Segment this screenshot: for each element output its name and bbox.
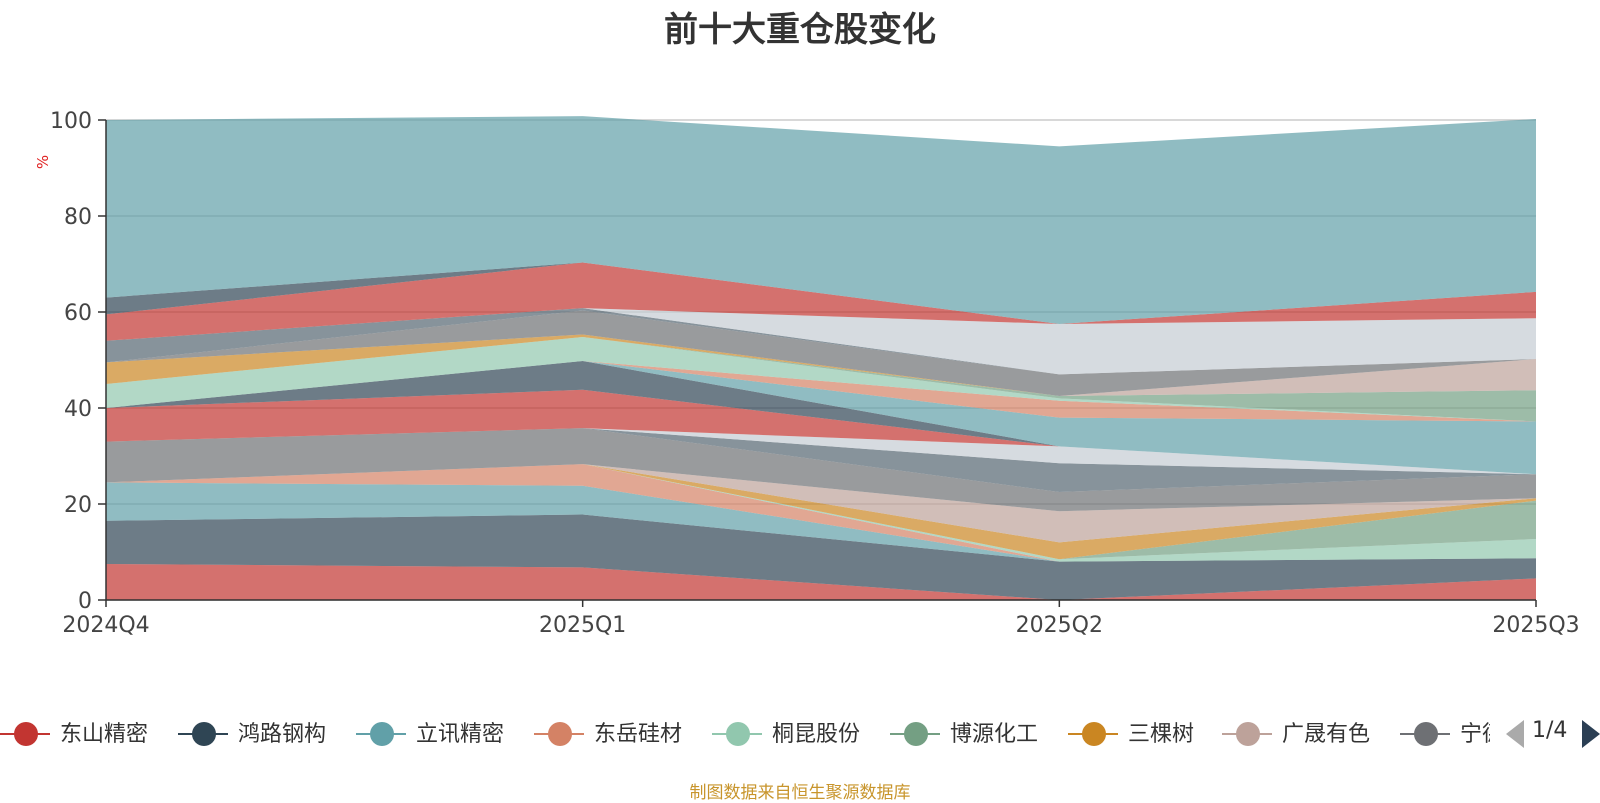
area-series-中国巨石[interactable] <box>106 310 1536 396</box>
y-tick-label: 80 <box>64 205 92 230</box>
legend-label: 宁德时代 <box>1460 722 1490 747</box>
area-series-华鲁恒升[interactable] <box>106 336 1536 422</box>
x-tick-label: 2025Q1 <box>539 613 626 638</box>
x-tick-label: 2025Q3 <box>1492 613 1579 638</box>
legend: 东山精密 鸿路钢构 立讯精密 东岳硅材 桐昆股份 博源化工 三棵树 广晟有色 宁德时代 <box>0 712 1490 752</box>
y-axis-unit-label: % <box>34 155 52 169</box>
legend-prev-page-icon[interactable] <box>1506 720 1524 748</box>
legend-label: 广晟有色 <box>1282 722 1371 747</box>
area-series-洛阳钼业[interactable] <box>106 428 1536 492</box>
area-series-工业富联[interactable] <box>106 360 1536 475</box>
area-series-宁德时代[interactable] <box>106 428 1536 512</box>
axis-layer: 0 20 40 60 80 100 2024Q4 2025Q1 2025Q2 2025Q3 <box>50 109 1580 638</box>
legend-dot-icon <box>1082 722 1106 746</box>
legend-pager: 1/4 <box>1500 716 1600 752</box>
area-series-三棵树[interactable] <box>106 464 1536 560</box>
x-tick-label: 2025Q2 <box>1016 613 1103 638</box>
area-series-东山精密[interactable] <box>106 564 1536 600</box>
legend-label: 东岳硅材 <box>594 722 683 747</box>
legend-dot-icon <box>726 722 750 746</box>
y-tick-label: 0 <box>78 589 92 614</box>
area-series-盐湖股份[interactable] <box>106 334 1536 396</box>
area-series-紫金矿业[interactable] <box>106 389 1536 475</box>
area-series-桐昆股份[interactable] <box>106 464 1536 562</box>
chart-title: 前十大重仓股变化 <box>664 10 936 50</box>
legend-label: 东山精密 <box>60 722 149 747</box>
legend-dot-icon <box>192 722 216 746</box>
area-series-北方华创[interactable] <box>106 308 1536 375</box>
legend-dot-icon <box>14 722 38 746</box>
legend-next-page-icon[interactable] <box>1582 720 1600 748</box>
legend-dot-icon <box>904 722 928 746</box>
x-tick-label: 2024Q4 <box>62 613 149 638</box>
area-series-其他[interactable] <box>106 116 1536 324</box>
area-series-寒武纪[interactable] <box>106 308 1536 375</box>
legend-dot-icon <box>370 722 394 746</box>
area-series-中际旭创[interactable] <box>106 428 1536 475</box>
legend-label: 三棵树 <box>1128 722 1195 747</box>
area-layer <box>106 116 1536 600</box>
area-series-广晟有色[interactable] <box>106 464 1536 543</box>
area-series-宝丰能源[interactable] <box>106 336 1536 422</box>
legend-label: 桐昆股份 <box>772 722 861 747</box>
legend-page-indicator: 1/4 <box>1532 718 1568 743</box>
y-tick-label: 40 <box>64 397 92 422</box>
y-tick-label: 20 <box>64 493 92 518</box>
legend-label: 鸿路钢构 <box>238 722 327 747</box>
area-series-鸿路钢构[interactable] <box>106 514 1536 600</box>
area-series-海螺水泥[interactable] <box>106 334 1536 396</box>
legend-label: 立讯精密 <box>416 722 505 747</box>
area-series-立讯精密[interactable] <box>106 482 1536 562</box>
y-tick-label: 60 <box>64 301 92 326</box>
area-series-兆易创新[interactable] <box>106 262 1536 341</box>
area-series-万华化学[interactable] <box>106 360 1536 422</box>
legend-dot-icon <box>548 722 572 746</box>
area-series-胜宏科技[interactable] <box>106 360 1536 475</box>
legend-dot-icon <box>1414 722 1438 746</box>
legend-label: 博源化工 <box>950 722 1039 747</box>
legend-dot-icon <box>1236 722 1260 746</box>
source-note: 制图数据来自恒生聚源数据库 <box>689 783 911 803</box>
area-series-东岳硅材[interactable] <box>106 464 1536 562</box>
y-tick-label: 100 <box>50 109 92 134</box>
